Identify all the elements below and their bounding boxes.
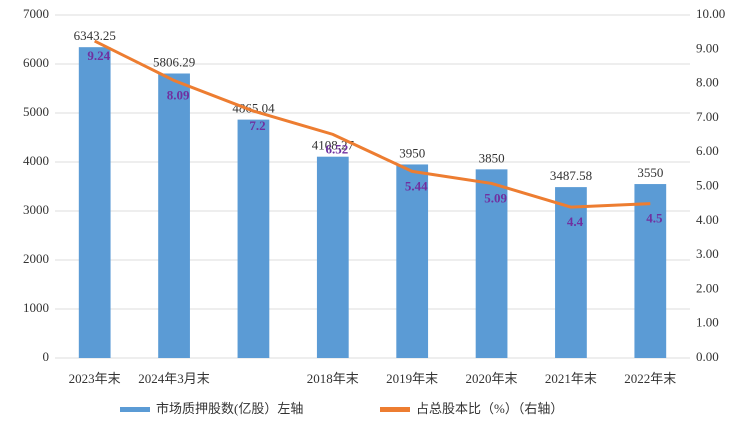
x-tick-label: 2023年末 [69, 371, 121, 386]
bar-value-label: 3850 [479, 150, 505, 165]
y2-tick-label: 10.00 [696, 6, 725, 21]
line-value-label: 7.2 [249, 118, 265, 133]
legend-label: 市场质押股数(亿股）左轴 [156, 401, 303, 416]
y2-tick-label: 7.00 [696, 109, 719, 124]
y-tick-label: 4000 [23, 153, 49, 168]
y-tick-label: 0 [43, 349, 50, 364]
bar-value-label: 4865.04 [232, 101, 275, 116]
bar-value-label: 5806.29 [153, 54, 195, 69]
y-tick-label: 7000 [23, 6, 49, 21]
y-tick-label: 3000 [23, 202, 49, 217]
chart: 0 1000 2000 3000 4000 5000 6000 7000 0.00 1.00 2.0… [0, 0, 733, 427]
y-tick-label: 2000 [23, 251, 49, 266]
y2-tick-label: 6.00 [696, 143, 719, 158]
bar-value-label: 6343.25 [74, 28, 116, 43]
y-tick-label: 5000 [23, 104, 49, 119]
y2-tick-label: 5.00 [696, 177, 719, 192]
x-tick-label: 2020年末 [466, 371, 518, 386]
x-tick-label: 2021年末 [545, 371, 597, 386]
bar [396, 164, 428, 358]
y2-tick-label: 1.00 [696, 315, 719, 330]
y2-tick-label: 3.00 [696, 246, 719, 261]
bar [79, 47, 111, 358]
bar-value-label: 3487.58 [550, 168, 592, 183]
line-value-label: 5.44 [405, 178, 428, 193]
x-tick-label: 2019年末 [386, 371, 438, 386]
y2-tick-label: 0.00 [696, 349, 719, 364]
x-tick-label: 2018年末 [307, 371, 359, 386]
x-tick-label: 2022年末 [624, 371, 676, 386]
bar [555, 187, 587, 358]
bar-value-label: 3550 [637, 165, 663, 180]
line-value-label: 6.52 [325, 141, 348, 156]
legend-label: 占总股本比（%）（右轴） [416, 401, 563, 416]
y2-tick-label: 9.00 [696, 40, 719, 55]
bar [238, 120, 270, 358]
y2-tick-label: 4.00 [696, 212, 719, 227]
line-value-label: 4.4 [567, 214, 584, 229]
bar-value-label: 3950 [399, 145, 425, 160]
y-tick-label: 6000 [23, 55, 49, 70]
bar [158, 73, 190, 358]
line-value-label: 8.09 [167, 87, 190, 102]
line-value-label: 5.09 [484, 190, 507, 205]
y2-tick-label: 8.00 [696, 75, 719, 90]
legend-swatch [380, 407, 410, 412]
legend-swatch [120, 407, 150, 412]
line-value-label: 9.24 [87, 48, 110, 63]
y2-tick-label: 2.00 [696, 280, 719, 295]
line-value-label: 4.5 [646, 211, 663, 226]
y-tick-label: 1000 [23, 300, 49, 315]
x-tick-label: 2024年3月末 [138, 371, 210, 386]
bar [317, 157, 349, 358]
